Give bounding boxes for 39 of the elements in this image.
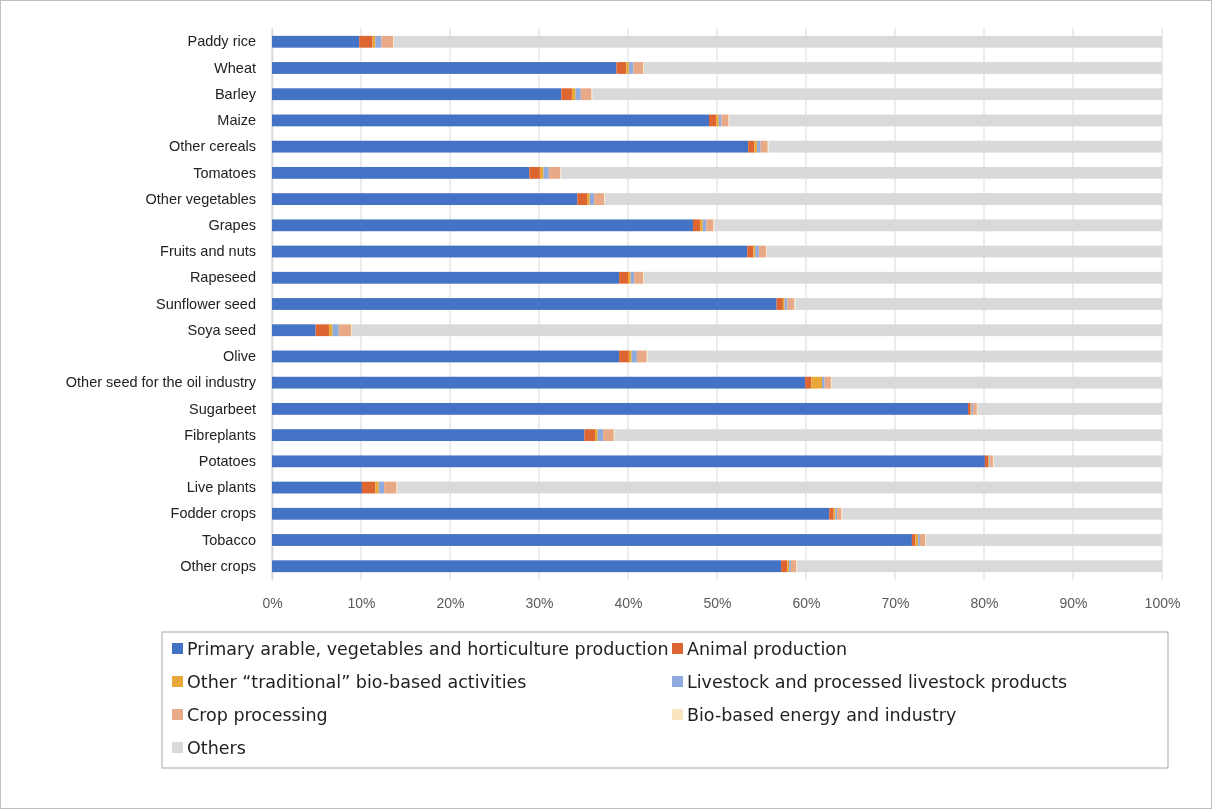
y-tick-label: Other seed for the oil industry xyxy=(65,374,257,391)
y-tick-label: Other vegetables xyxy=(145,190,256,207)
y-tick-label: Other crops xyxy=(180,557,256,574)
x-tick-label: 40% xyxy=(614,594,643,611)
y-tick-label: Barley xyxy=(214,85,257,102)
y-tick-label: Fodder crops xyxy=(170,505,256,522)
x-tick-label: 50% xyxy=(703,594,732,611)
x-tick-label: 20% xyxy=(436,594,465,611)
y-tick-label: Potatoes xyxy=(198,452,256,469)
x-tick-label: 100% xyxy=(1144,594,1181,611)
y-tick-label: Fibreplants xyxy=(184,426,256,443)
x-tick-label: 80% xyxy=(970,594,999,611)
legend-label: Primary arable, vegetables and horticulture production xyxy=(187,639,669,659)
y-tick-label: Olive xyxy=(222,348,256,365)
y-tick-label: Maize xyxy=(217,112,256,129)
legend-label: Livestock and processed livestock products xyxy=(687,672,1068,692)
y-tick-label: Sunflower seed xyxy=(156,295,256,312)
y-tick-label: Tomatoes xyxy=(193,164,256,181)
y-tick-label: Rapeseed xyxy=(189,269,256,286)
x-tick-label: 70% xyxy=(881,594,910,611)
y-tick-label: Fruits and nuts xyxy=(160,243,256,260)
y-tick-label: Sugarbeet xyxy=(189,400,256,417)
x-tick-label: 60% xyxy=(792,594,821,611)
y-tick-label: Other cereals xyxy=(168,138,256,155)
y-tick-label: Grapes xyxy=(208,216,256,233)
legend-label: Animal production xyxy=(687,639,848,659)
x-tick-label: 0% xyxy=(262,594,283,611)
y-tick-label: Paddy rice xyxy=(187,33,256,50)
legend-label: Others xyxy=(187,738,246,758)
y-tick-label: Soya seed xyxy=(187,321,256,338)
y-tick-label: Wheat xyxy=(214,59,256,76)
x-tick-label: 90% xyxy=(1059,594,1088,611)
x-tick-label: 30% xyxy=(525,594,554,611)
x-tick-label: 10% xyxy=(347,594,376,611)
legend-label: Bio-based energy and industry xyxy=(687,705,957,725)
legend-label: Other “traditional” bio-based activities xyxy=(187,672,527,692)
y-tick-label: Tobacco xyxy=(201,531,256,548)
legend-label: Crop processing xyxy=(187,705,328,725)
y-tick-label: Live plants xyxy=(186,479,256,496)
